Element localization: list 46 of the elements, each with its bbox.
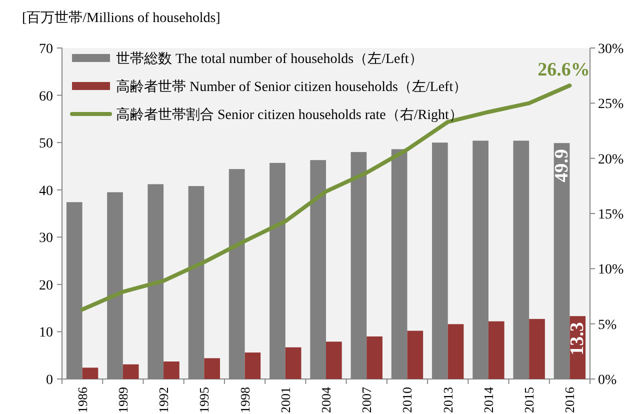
data-label: 26.6% [538, 60, 590, 81]
bar [82, 368, 98, 379]
y2-tick-label: 25% [598, 97, 624, 112]
y2-tick-label: 5% [598, 318, 617, 333]
bar [407, 330, 424, 379]
x-tick-label: 1986 [74, 386, 90, 413]
y-tick-label: 20 [39, 278, 53, 294]
bar [122, 364, 139, 379]
x-tick-label: 1992 [156, 387, 172, 413]
x-tick-label: 2016 [562, 386, 578, 413]
bar [366, 336, 382, 379]
x-tick-label: 2015 [522, 387, 537, 413]
legend-label: 世帯総数 The total number of households（左/Left） [116, 51, 423, 67]
x-tick-label: 2007 [359, 386, 374, 413]
bar [164, 362, 180, 379]
x-tick-label: 2013 [440, 387, 456, 413]
x-tick-label: 1989 [115, 387, 130, 413]
legend-label: 高齢者世帯 Number of Senior citizen households（左/Left） [116, 79, 468, 95]
x-tick-label: 2010 [400, 387, 415, 413]
bar [448, 324, 464, 379]
y-tick-label: 70 [39, 42, 53, 57]
y-tick-label: 40 [39, 184, 53, 199]
y2-tick-label: 10% [598, 262, 624, 278]
bar [326, 342, 342, 379]
bar [488, 321, 504, 379]
data-label: 49.9 [551, 149, 572, 182]
x-tick-label: 1995 [196, 387, 212, 413]
data-label: 13.3 [567, 322, 588, 356]
bar [204, 358, 220, 379]
y-tick-label: 50 [39, 136, 53, 152]
x-tick-label: 1998 [237, 387, 252, 413]
y-tick-label: 10 [39, 326, 53, 341]
bar [285, 347, 302, 379]
x-tick-label: 2001 [278, 387, 293, 413]
x-tick-label: 2004 [318, 386, 334, 413]
y-tick-label: 30 [39, 231, 53, 246]
bar [529, 318, 545, 379]
x-tick-label: 2014 [480, 386, 496, 413]
y2-tick-label: 0% [598, 373, 617, 388]
y2-tick-label: 30% [598, 42, 624, 57]
y2-tick-label: 20% [598, 152, 624, 168]
bar [244, 352, 261, 379]
y2-tick-label: 15% [598, 208, 624, 222]
y-tick-label: 0 [46, 373, 53, 388]
y-tick-label: 60 [39, 89, 53, 104]
y-axis-title: [百万世帯/Millions of households] [22, 10, 220, 26]
